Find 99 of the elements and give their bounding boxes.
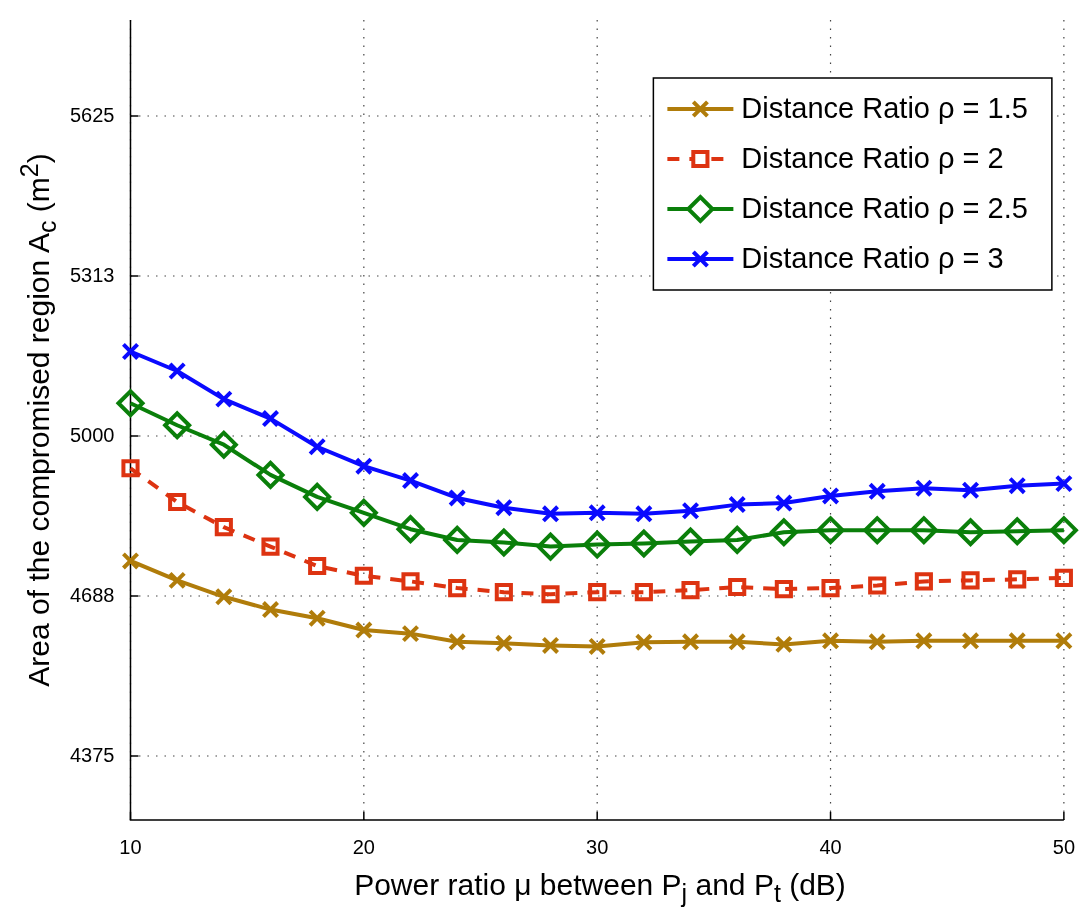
point bbox=[536, 532, 565, 561]
point bbox=[821, 631, 840, 650]
point bbox=[256, 460, 285, 489]
point bbox=[308, 437, 327, 456]
point bbox=[629, 529, 658, 558]
point bbox=[121, 551, 140, 570]
point bbox=[1008, 631, 1027, 650]
point bbox=[261, 537, 280, 556]
point bbox=[588, 503, 607, 522]
legend-label: Distance Ratio ρ = 1.5 bbox=[741, 92, 1028, 124]
y-tick-label: 5625 bbox=[69, 103, 115, 126]
point bbox=[863, 516, 892, 545]
y-tick-label: 5313 bbox=[69, 263, 115, 286]
point bbox=[821, 578, 840, 598]
point bbox=[401, 624, 420, 643]
point bbox=[116, 389, 145, 418]
point bbox=[961, 571, 980, 590]
point bbox=[1054, 474, 1073, 493]
point bbox=[909, 516, 938, 545]
point bbox=[303, 482, 332, 511]
point bbox=[961, 481, 980, 500]
x-tick-label: 40 bbox=[819, 835, 842, 858]
point bbox=[494, 583, 513, 602]
point bbox=[214, 390, 233, 409]
point bbox=[681, 632, 700, 651]
point bbox=[816, 516, 845, 545]
point bbox=[168, 571, 187, 590]
point bbox=[163, 411, 192, 440]
point bbox=[1054, 568, 1073, 587]
x-tick-label: 30 bbox=[586, 835, 609, 858]
x-axis-title: Power ratio μ between P$_{j}$ and P$_{t}$ (dB) bbox=[353, 868, 847, 908]
point bbox=[168, 492, 187, 512]
point bbox=[1049, 516, 1078, 545]
point bbox=[681, 581, 700, 600]
point bbox=[774, 635, 793, 654]
point bbox=[261, 409, 280, 428]
x-tick-label: 50 bbox=[1052, 835, 1075, 858]
point bbox=[214, 518, 233, 537]
point bbox=[588, 583, 607, 602]
point bbox=[588, 637, 607, 656]
point bbox=[541, 636, 560, 655]
point bbox=[583, 530, 612, 559]
point bbox=[448, 632, 467, 651]
point bbox=[541, 585, 560, 604]
point bbox=[728, 632, 747, 651]
point bbox=[961, 631, 980, 650]
point bbox=[728, 577, 747, 597]
point bbox=[634, 583, 653, 602]
point bbox=[308, 556, 327, 576]
point bbox=[214, 587, 233, 606]
point bbox=[868, 576, 887, 595]
point bbox=[349, 498, 378, 527]
point bbox=[774, 580, 793, 599]
y-tick-label: 4688 bbox=[69, 583, 115, 606]
point bbox=[448, 578, 467, 598]
point bbox=[1003, 517, 1032, 546]
point bbox=[354, 457, 373, 476]
x-tick-label: 20 bbox=[352, 835, 375, 858]
point bbox=[774, 494, 793, 513]
point bbox=[308, 609, 327, 628]
legend-label: Distance Ratio ρ = 3 bbox=[741, 242, 1004, 274]
point bbox=[723, 525, 752, 554]
point bbox=[354, 620, 373, 640]
point bbox=[676, 527, 705, 556]
point bbox=[121, 459, 140, 478]
point bbox=[541, 504, 560, 523]
point bbox=[121, 342, 140, 361]
point bbox=[354, 566, 373, 585]
point bbox=[401, 471, 420, 490]
point bbox=[261, 600, 280, 619]
point bbox=[494, 498, 513, 517]
point bbox=[401, 572, 420, 591]
point bbox=[914, 572, 933, 591]
point bbox=[634, 633, 653, 652]
point bbox=[914, 631, 933, 650]
point bbox=[209, 430, 238, 459]
x-tick-label: 10 bbox=[119, 835, 142, 858]
point bbox=[821, 486, 840, 505]
point bbox=[1008, 570, 1027, 589]
point bbox=[494, 634, 513, 653]
point bbox=[168, 361, 187, 381]
point bbox=[396, 515, 425, 544]
y-tick-label: 5000 bbox=[69, 423, 115, 446]
point bbox=[914, 479, 933, 498]
y-tick-label: 4375 bbox=[69, 743, 115, 766]
point bbox=[448, 488, 467, 508]
point bbox=[443, 525, 472, 554]
legend-label: Distance Ratio ρ = 2 bbox=[741, 142, 1004, 174]
legend-label: Distance Ratio ρ = 2.5 bbox=[741, 192, 1028, 224]
point bbox=[868, 632, 887, 651]
point bbox=[769, 518, 798, 547]
point bbox=[634, 504, 653, 523]
point bbox=[489, 528, 518, 557]
point bbox=[728, 495, 747, 514]
point bbox=[681, 501, 700, 520]
point bbox=[956, 518, 985, 547]
point bbox=[1008, 476, 1027, 495]
point bbox=[868, 482, 887, 501]
point bbox=[1054, 631, 1073, 650]
